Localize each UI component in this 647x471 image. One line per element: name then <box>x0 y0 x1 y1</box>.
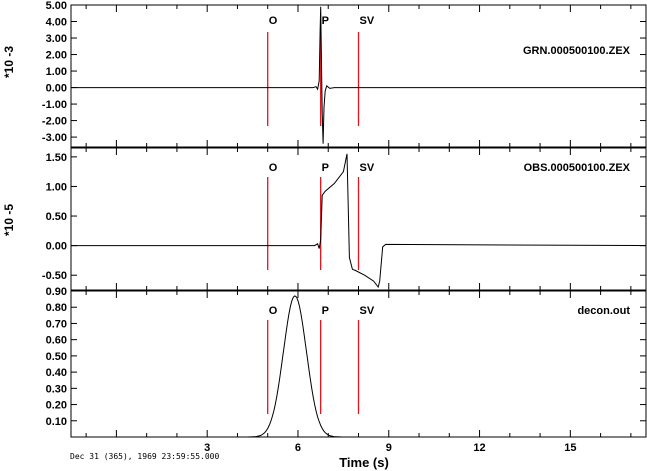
y-tick-label: -0.50 <box>42 270 67 282</box>
panel-obs-ylabel: *10 -5 <box>2 204 16 236</box>
marker-label-o: O <box>269 305 278 317</box>
marker-label-p: P <box>322 305 329 317</box>
marker-label-sv: SV <box>360 305 375 317</box>
x-tick-label: 3 <box>204 442 210 454</box>
y-tick-label: -1.00 <box>42 99 67 111</box>
marker-label-p: P <box>322 162 329 174</box>
x-axis-title: Time (s) <box>339 455 389 470</box>
panel-obs-title: OBS.000500100.ZEX <box>524 162 631 174</box>
y-tick-label: 0.60 <box>46 335 67 347</box>
panel-obs-trace <box>71 153 647 289</box>
y-tick-label: -2.00 <box>42 116 67 128</box>
y-tick-label: 0.20 <box>46 400 67 412</box>
y-tick-label: 0.90 <box>46 286 67 298</box>
marker-label-sv: SV <box>360 162 375 174</box>
y-tick-label: 4.00 <box>46 17 67 29</box>
y-tick-label: 0.50 <box>46 351 67 363</box>
y-tick-label: -3.00 <box>42 132 67 144</box>
panel-decon-title: decon.out <box>577 305 630 317</box>
marker-label-p: P <box>322 15 329 27</box>
panel-decon-trace <box>71 295 646 438</box>
x-tick-label: 12 <box>473 442 485 454</box>
y-tick-label: 5.00 <box>46 0 67 12</box>
y-tick-label: 3.00 <box>46 33 67 45</box>
y-tick-label: 0.00 <box>46 83 67 95</box>
y-tick-label: 0.50 <box>46 211 67 223</box>
y-tick-label: 0.10 <box>46 416 67 428</box>
y-tick-label: 2.00 <box>46 50 67 62</box>
x-tick-label: 15 <box>564 442 576 454</box>
panel-decon: decon.out 0.90 0.80 0.70 0.60 0.50 0.40 0.30 0.… <box>46 286 647 454</box>
marker-label-sv: SV <box>360 15 375 27</box>
y-tick-label: 0.30 <box>46 383 67 395</box>
panel-grn-trace <box>71 6 646 144</box>
panel-obs: *10 -5 OBS.000500100.ZEX 1.50 1.00 0.50 0.0… <box>2 147 647 291</box>
y-tick-label: 0.00 <box>46 241 67 253</box>
y-tick-label: 0.40 <box>46 367 67 379</box>
y-tick-label: 1.00 <box>46 66 67 78</box>
panel-grn-ylabel: *10 -3 <box>2 46 16 78</box>
y-tick-label: 0.70 <box>46 318 67 330</box>
x-tick-label: 6 <box>295 442 301 454</box>
y-tick-label: 1.50 <box>46 152 67 164</box>
y-tick-label: 0.80 <box>46 302 67 314</box>
marker-label-o: O <box>269 15 278 27</box>
date-label: Dec 31 (365), 1969 23:59:55.000 <box>70 452 219 461</box>
panel-grn-title: GRN.000500100.ZEX <box>523 45 631 57</box>
x-tick-label: 9 <box>386 442 392 454</box>
y-tick-label: 1.00 <box>46 181 67 193</box>
marker-label-o: O <box>269 162 278 174</box>
panel-grn: *10 -3 GRN.000500100.ZEX 5.00 4.00 3.00 2.0… <box>2 0 647 148</box>
